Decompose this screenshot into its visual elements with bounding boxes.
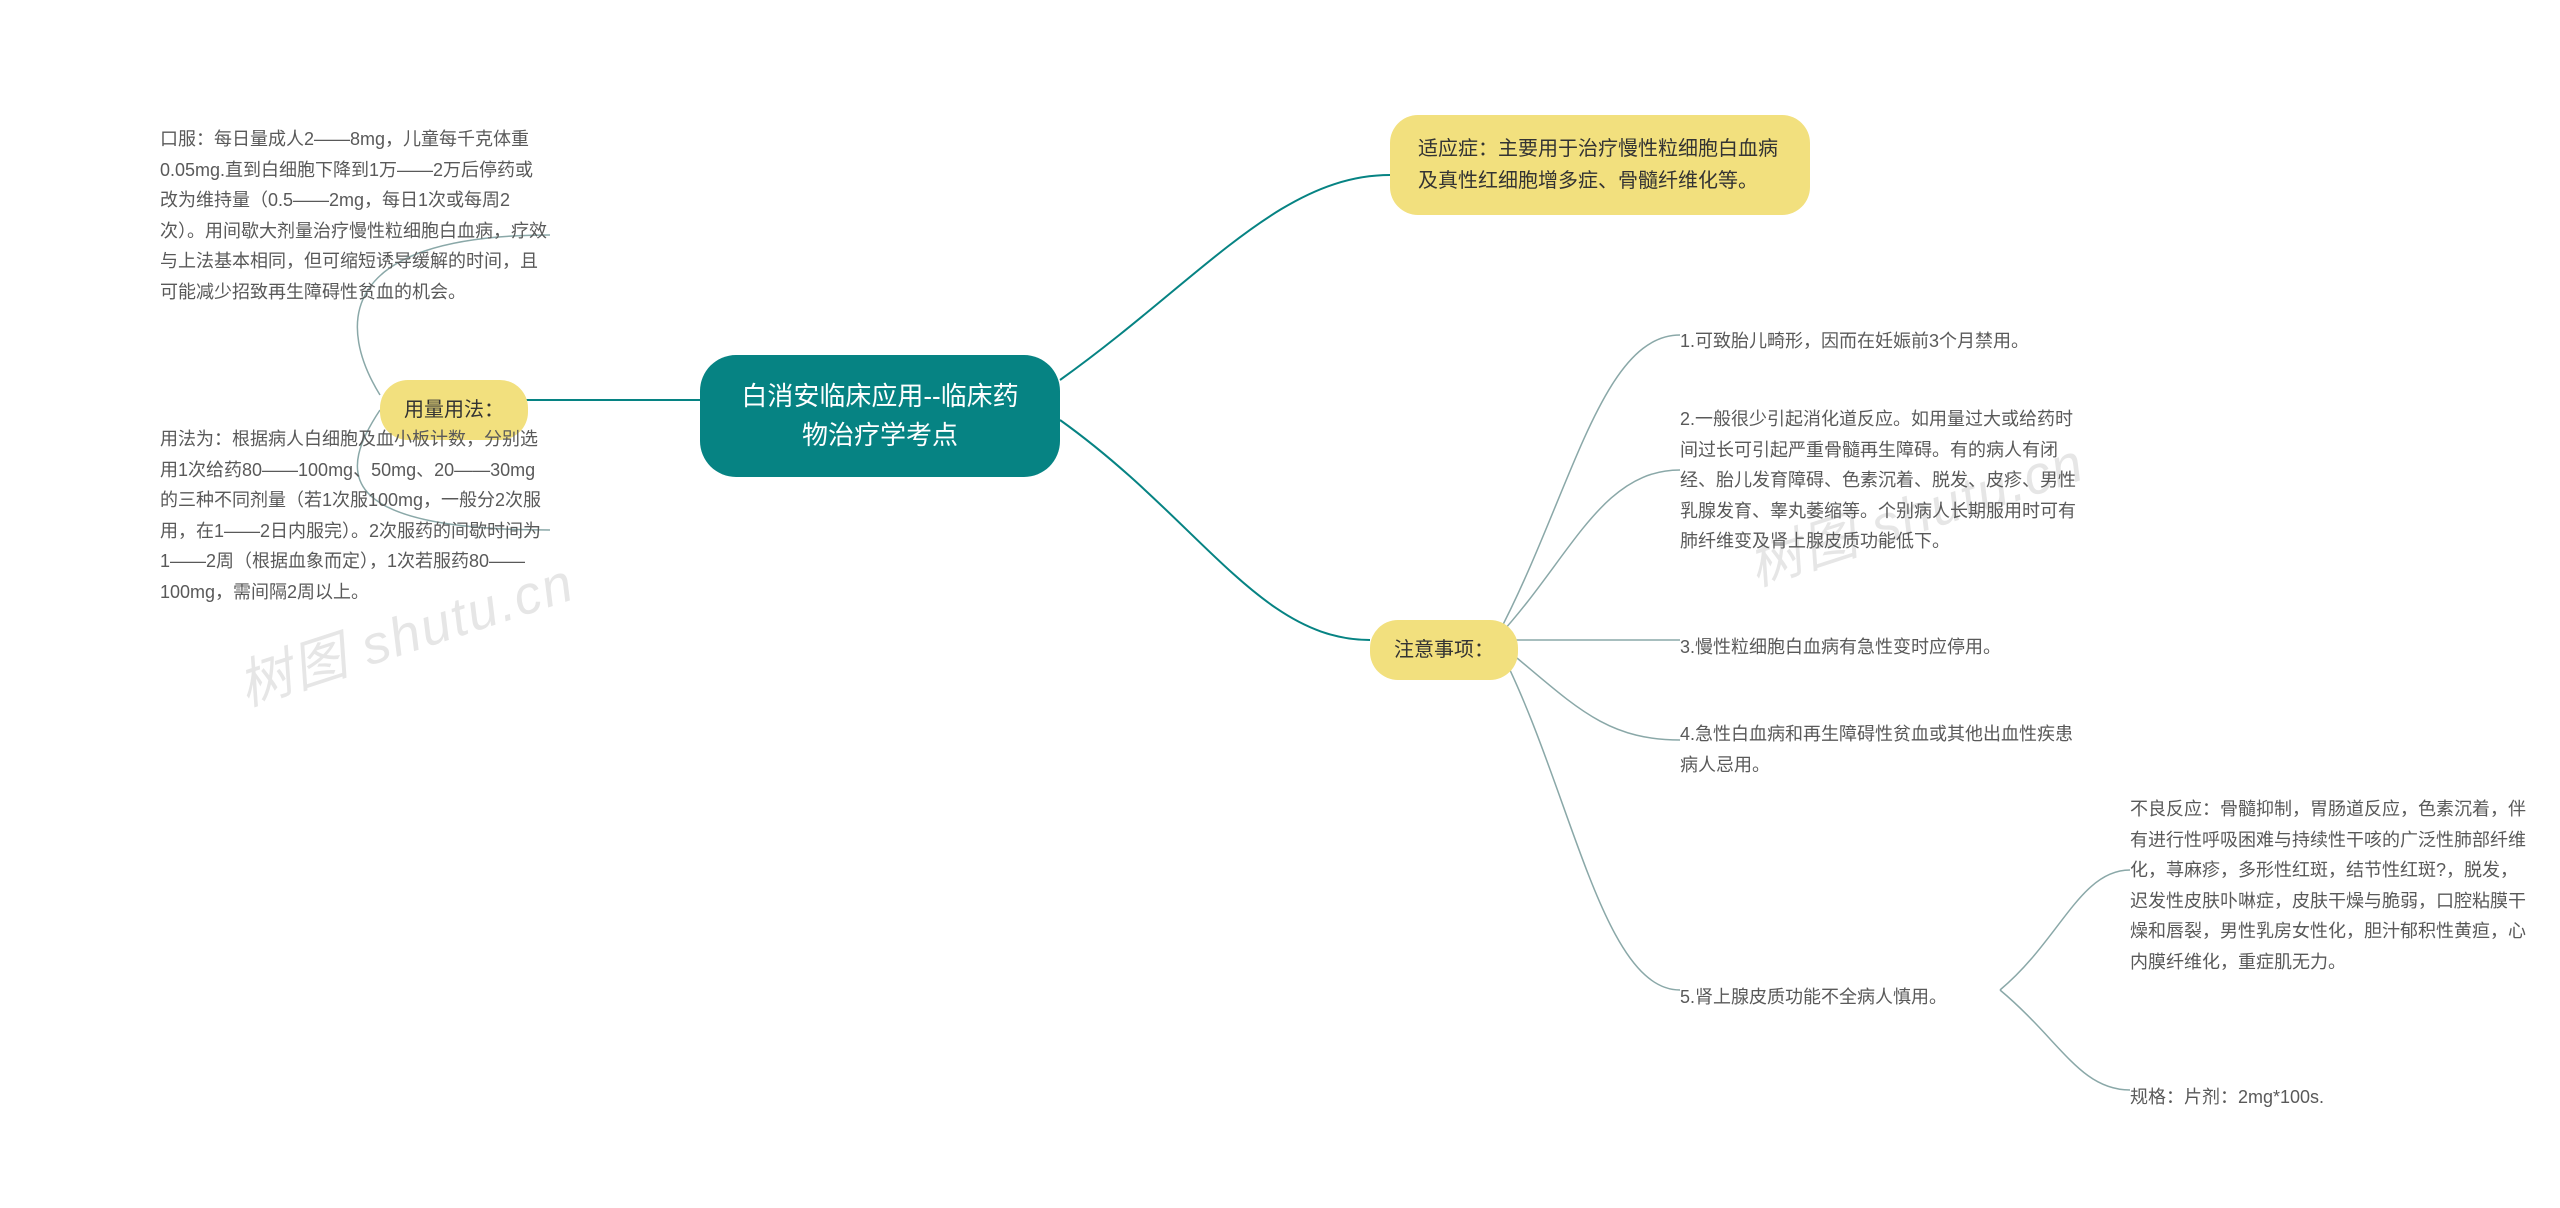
precaution-leaf-text: 3.慢性粒细胞白血病有急性变时应停用。 [1680, 637, 2001, 657]
branch-precautions[interactable]: 注意事项： [1370, 620, 1518, 680]
precaution-leaf-text: 4.急性白血病和再生障碍性贫血或其他出血性疾患病人忌用。 [1680, 724, 2073, 775]
dosage-leaf: 口服：每日量成人2——8mg，儿童每千克体重0.05mg.直到白细胞下降到1万—… [160, 120, 550, 313]
precaution-leaf: 5.肾上腺皮质功能不全病人慎用。 [1680, 978, 2010, 1018]
dosage-leaf-text: 用法为：根据病人白细胞及血小板计数，分别选用1次给药80——100mg、50mg… [160, 429, 541, 602]
branch-precautions-label: 注意事项： [1394, 639, 1494, 661]
precaution-subleaf-text: 规格：片剂：2mg*100s. [2130, 1087, 2324, 1107]
central-topic[interactable]: 白消安临床应用--临床药物治疗学考点 [700, 355, 1060, 477]
precaution-leaf: 2.一般很少引起消化道反应。如用量过大或给药时间过长可引起严重骨髓再生障碍。有的… [1680, 400, 2080, 562]
branch-indication-label: 适应症：主要用于治疗慢性粒细胞白血病及真性红细胞增多症、骨髓纤维化等。 [1418, 138, 1778, 192]
precaution-subleaf: 不良反应：骨髓抑制，胃肠道反应，色素沉着，伴有进行性呼吸困难与持续性干咳的广泛性… [2130, 790, 2530, 983]
precaution-leaf: 4.急性白血病和再生障碍性贫血或其他出血性疾患病人忌用。 [1680, 715, 2080, 785]
precaution-leaf: 1.可致胎儿畸形，因而在妊娠前3个月禁用。 [1680, 322, 2080, 362]
dosage-leaf-text: 口服：每日量成人2——8mg，儿童每千克体重0.05mg.直到白细胞下降到1万—… [160, 129, 547, 302]
dosage-leaf: 用法为：根据病人白细胞及血小板计数，分别选用1次给药80——100mg、50mg… [160, 420, 550, 613]
precaution-leaf-text: 5.肾上腺皮质功能不全病人慎用。 [1680, 987, 1947, 1007]
precaution-leaf-text: 1.可致胎儿畸形，因而在妊娠前3个月禁用。 [1680, 331, 2029, 351]
branch-dosage-label: 用量用法： [404, 399, 504, 421]
precaution-subleaf-text: 不良反应：骨髓抑制，胃肠道反应，色素沉着，伴有进行性呼吸困难与持续性干咳的广泛性… [2130, 799, 2526, 972]
central-topic-text: 白消安临床应用--临床药物治疗学考点 [741, 381, 1018, 450]
precaution-leaf-text: 2.一般很少引起消化道反应。如用量过大或给药时间过长可引起严重骨髓再生障碍。有的… [1680, 409, 2076, 551]
precaution-subleaf: 规格：片剂：2mg*100s. [2130, 1078, 2530, 1118]
precaution-leaf: 3.慢性粒细胞白血病有急性变时应停用。 [1680, 628, 2080, 668]
branch-indication[interactable]: 适应症：主要用于治疗慢性粒细胞白血病及真性红细胞增多症、骨髓纤维化等。 [1390, 115, 1810, 215]
